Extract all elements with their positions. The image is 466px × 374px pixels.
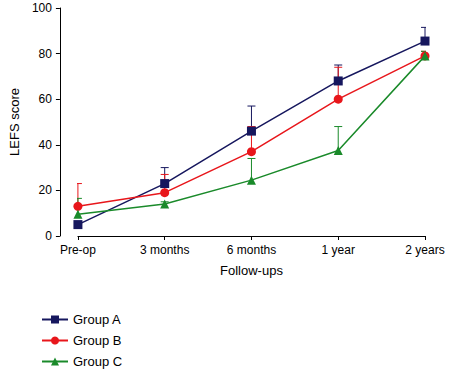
- svg-text:Group B: Group B: [73, 333, 121, 348]
- svg-text:60: 60: [39, 92, 53, 106]
- svg-text:2 years: 2 years: [405, 243, 444, 257]
- svg-text:80: 80: [39, 47, 53, 61]
- svg-text:1 year: 1 year: [322, 243, 355, 257]
- svg-text:LEFS score: LEFS score: [7, 88, 22, 156]
- svg-text:20: 20: [39, 183, 53, 197]
- svg-text:0: 0: [45, 229, 52, 243]
- svg-text:40: 40: [39, 138, 53, 152]
- svg-text:3 months: 3 months: [140, 243, 189, 257]
- svg-text:100: 100: [32, 1, 52, 15]
- svg-text:Group A: Group A: [73, 312, 121, 327]
- svg-text:6 months: 6 months: [227, 243, 276, 257]
- svg-text:Group C: Group C: [73, 354, 122, 369]
- svg-text:Pre-op: Pre-op: [60, 243, 96, 257]
- svg-text:Follow-ups: Follow-ups: [220, 263, 283, 278]
